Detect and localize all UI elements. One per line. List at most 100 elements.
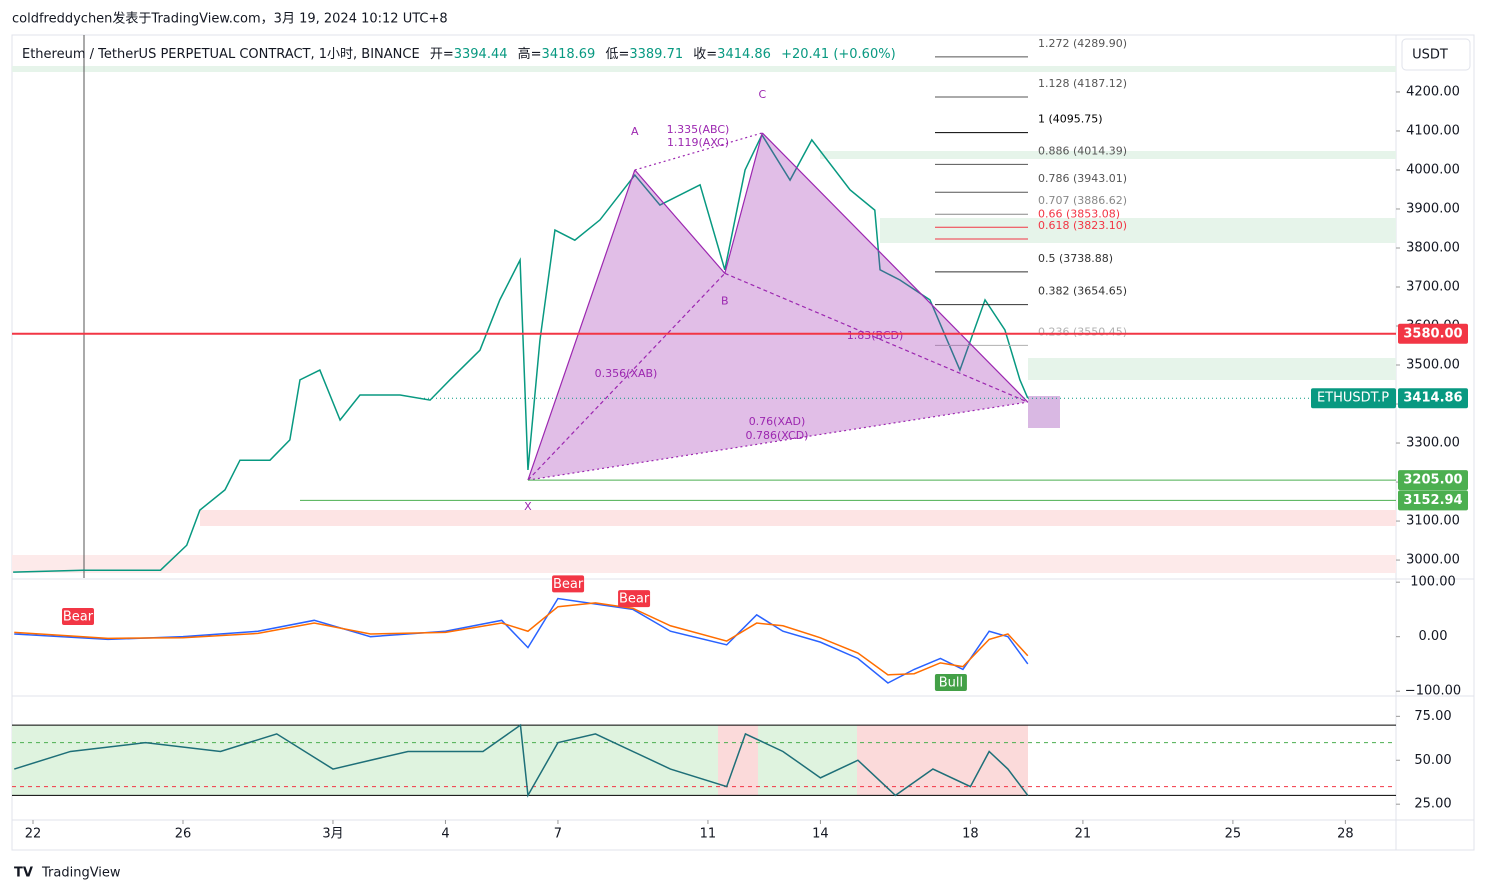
- signal-label: Bull: [939, 676, 963, 691]
- rsi-bear-zone: [857, 725, 1028, 795]
- y-tick-label: −100.00: [1405, 684, 1461, 699]
- pattern-leg: [527, 169, 636, 481]
- fib-label: 0.382 (3654.65): [1038, 285, 1127, 298]
- pattern-leg: [724, 132, 763, 274]
- pattern-point-label: A: [631, 125, 639, 138]
- logo: TV: [14, 866, 33, 881]
- rsi-bear-zone: [718, 725, 758, 795]
- attribution: coldfreddychen发表于TradingView.com，3月 19, …: [12, 11, 448, 27]
- y-tick-label: 3000.00: [1406, 553, 1460, 568]
- signal-label: Bear: [63, 610, 94, 625]
- ohlc-value: 3394.44: [454, 47, 508, 62]
- x-tick-label: 11: [700, 827, 717, 842]
- symbol-line: Ethereum / TetherUS PERPETUAL CONTRACT, …: [22, 46, 896, 62]
- symbol: Ethereum / TetherUS PERPETUAL CONTRACT, …: [22, 47, 420, 62]
- pattern-ratio: 1.83(BCD): [847, 329, 904, 342]
- ohlc-label: 收=: [693, 47, 717, 62]
- pattern-leg: [634, 169, 726, 274]
- fib-label: 1.128 (4187.12): [1038, 77, 1127, 90]
- fvg-zone: [200, 510, 1396, 526]
- signal-label: Bear: [619, 592, 650, 607]
- x-tick-label: 26: [175, 827, 192, 842]
- fib-label: 0.707 (3886.62): [1038, 194, 1127, 207]
- signal-badge: [618, 590, 651, 608]
- y-tick-label: 3300.00: [1406, 436, 1460, 451]
- frame: [11, 34, 1475, 851]
- pattern-leg: [724, 272, 1029, 403]
- price-tag: [1398, 323, 1468, 344]
- signal-badge: [552, 575, 585, 593]
- x-tick-label: 22: [25, 827, 42, 842]
- price-tag-label: 3152.94: [1403, 493, 1462, 508]
- pattern-leg: [527, 401, 1028, 481]
- pattern-ratio: 0.786(XCD): [746, 429, 809, 442]
- fib-label: 0.786 (3943.01): [1038, 172, 1127, 185]
- fib-label: 0.66 (3853.08): [1038, 207, 1120, 220]
- pattern-xab: [527, 169, 725, 481]
- y-tick-label: 75.00: [1414, 709, 1451, 724]
- pattern-point-label: C: [758, 88, 766, 101]
- x-tick-label: 4: [441, 827, 449, 842]
- price-tag: [1398, 470, 1468, 491]
- symbol-tag-label: ETHUSDT.P: [1317, 391, 1389, 406]
- pattern-leg: [634, 132, 763, 171]
- fvg-zone: [1028, 358, 1396, 380]
- y-tick-label: 50.00: [1414, 753, 1451, 768]
- fib-label: 1 (4095.75): [1038, 113, 1103, 126]
- ohlc-value: 3414.86: [717, 47, 771, 62]
- price-line: [13, 133, 1029, 573]
- pattern-ratio: 1.119(AXC): [667, 136, 729, 149]
- pattern-xbd: [527, 273, 1028, 481]
- fib-label: 0.886 (4014.39): [1038, 144, 1127, 157]
- price-tag-label: 3414.86: [1403, 391, 1462, 406]
- price-tag-label: 3580.00: [1403, 326, 1462, 341]
- pattern-ratio: 0.356(XAB): [595, 367, 658, 380]
- change: +20.41 (+0.60%): [781, 47, 896, 62]
- pattern-leg: [761, 132, 1029, 403]
- fvg-zone: [820, 151, 1396, 159]
- brand: TradingView: [41, 866, 121, 881]
- target-box: [1028, 396, 1060, 428]
- signal-label: Bear: [553, 577, 584, 592]
- pattern-point-label: X: [524, 500, 532, 513]
- price-line: [14, 597, 1029, 684]
- pattern-ratio: 1.335(ABC): [667, 123, 730, 136]
- price-tag-label: 3205.00: [1403, 473, 1462, 488]
- signal-badge: [61, 608, 94, 626]
- y-tick-label: 4200.00: [1406, 84, 1460, 99]
- x-tick-label: 25: [1225, 827, 1242, 842]
- fib-label: 0.618 (3823.10): [1038, 219, 1127, 232]
- y-tick-label: 3700.00: [1406, 279, 1460, 294]
- symbol-tag: [1311, 388, 1396, 409]
- x-tick-label: 21: [1075, 827, 1092, 842]
- x-tick-label: 7: [554, 827, 562, 842]
- pattern-leg: [527, 272, 726, 481]
- price-line: [14, 602, 1029, 676]
- ohlc-label: 开=: [430, 47, 454, 62]
- currency[interactable]: USDT: [1412, 48, 1448, 63]
- y-tick-label: 3900.00: [1406, 201, 1460, 216]
- price-tag: [1398, 490, 1468, 511]
- ohlc-value: 3418.69: [542, 47, 596, 62]
- y-tick-label: 100.00: [1410, 575, 1456, 590]
- ohlc-label: 低=: [605, 47, 629, 62]
- fib-label: 1.272 (4289.90): [1038, 37, 1127, 50]
- y-tick-label: 3800.00: [1406, 240, 1460, 255]
- y-tick-label: 4000.00: [1406, 162, 1460, 177]
- x-tick-label: 28: [1337, 827, 1354, 842]
- pattern-point-label: B: [721, 294, 729, 307]
- x-tick-label: 14: [812, 827, 829, 842]
- y-tick-label: 4100.00: [1406, 123, 1460, 138]
- price-tag: [1398, 388, 1468, 409]
- ohlc-value: 3389.71: [629, 47, 683, 62]
- fvg-zone: [12, 66, 1396, 72]
- y-tick-label: 25.00: [1414, 797, 1451, 812]
- ohlc-label: 高=: [518, 46, 542, 62]
- fvg-zone: [12, 555, 1396, 573]
- y-tick-label: 0.00: [1419, 629, 1448, 644]
- currency-button[interactable]: [1401, 38, 1471, 71]
- x-tick-label: 18: [962, 827, 979, 842]
- y-tick-label: 3500.00: [1406, 358, 1460, 373]
